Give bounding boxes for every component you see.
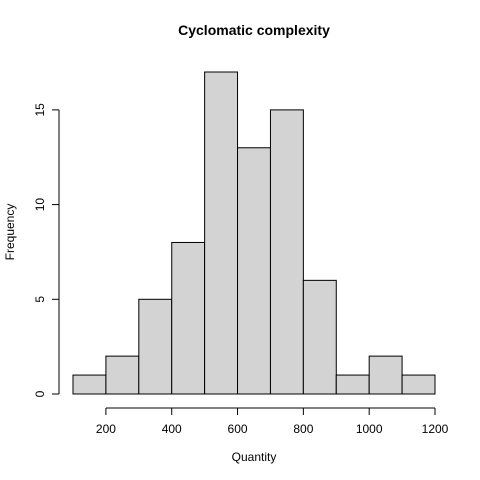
y-tick-label-10: 10 — [33, 198, 47, 212]
histogram-bar-1 — [105, 355, 140, 395]
histogram-bar-6 — [269, 109, 304, 395]
x-axis: 200 400 600 800 1000 1200 — [96, 407, 449, 436]
y-axis: 0 5 10 15 — [33, 103, 60, 397]
histogram-bar-2 — [138, 298, 173, 395]
histogram-bar-0 — [72, 374, 107, 395]
x-axis-label: Quantity — [232, 450, 277, 464]
histogram-bar-5 — [237, 147, 271, 395]
x-tick-label-400: 400 — [162, 422, 182, 436]
y-tick-label-5: 5 — [33, 296, 47, 303]
y-axis-label: Frequency — [3, 204, 17, 261]
x-tick-label-1000: 1000 — [356, 422, 383, 436]
histogram-bar-8 — [335, 374, 370, 395]
histogram-bar-4 — [204, 71, 239, 395]
y-tick-label-0: 0 — [33, 390, 47, 397]
histogram-bar-9 — [368, 355, 403, 395]
histogram-bar-7 — [302, 279, 337, 395]
histogram-bar-10 — [401, 374, 436, 395]
bars-group — [72, 71, 436, 395]
chart-title: Cyclomatic complexity — [178, 22, 330, 38]
x-tick-label-200: 200 — [96, 422, 116, 436]
y-tick-label-15: 15 — [33, 103, 47, 117]
x-tick-label-800: 800 — [293, 422, 313, 436]
x-tick-label-600: 600 — [228, 422, 248, 436]
histogram-bar-3 — [171, 241, 206, 395]
x-tick-label-1200: 1200 — [422, 422, 449, 436]
